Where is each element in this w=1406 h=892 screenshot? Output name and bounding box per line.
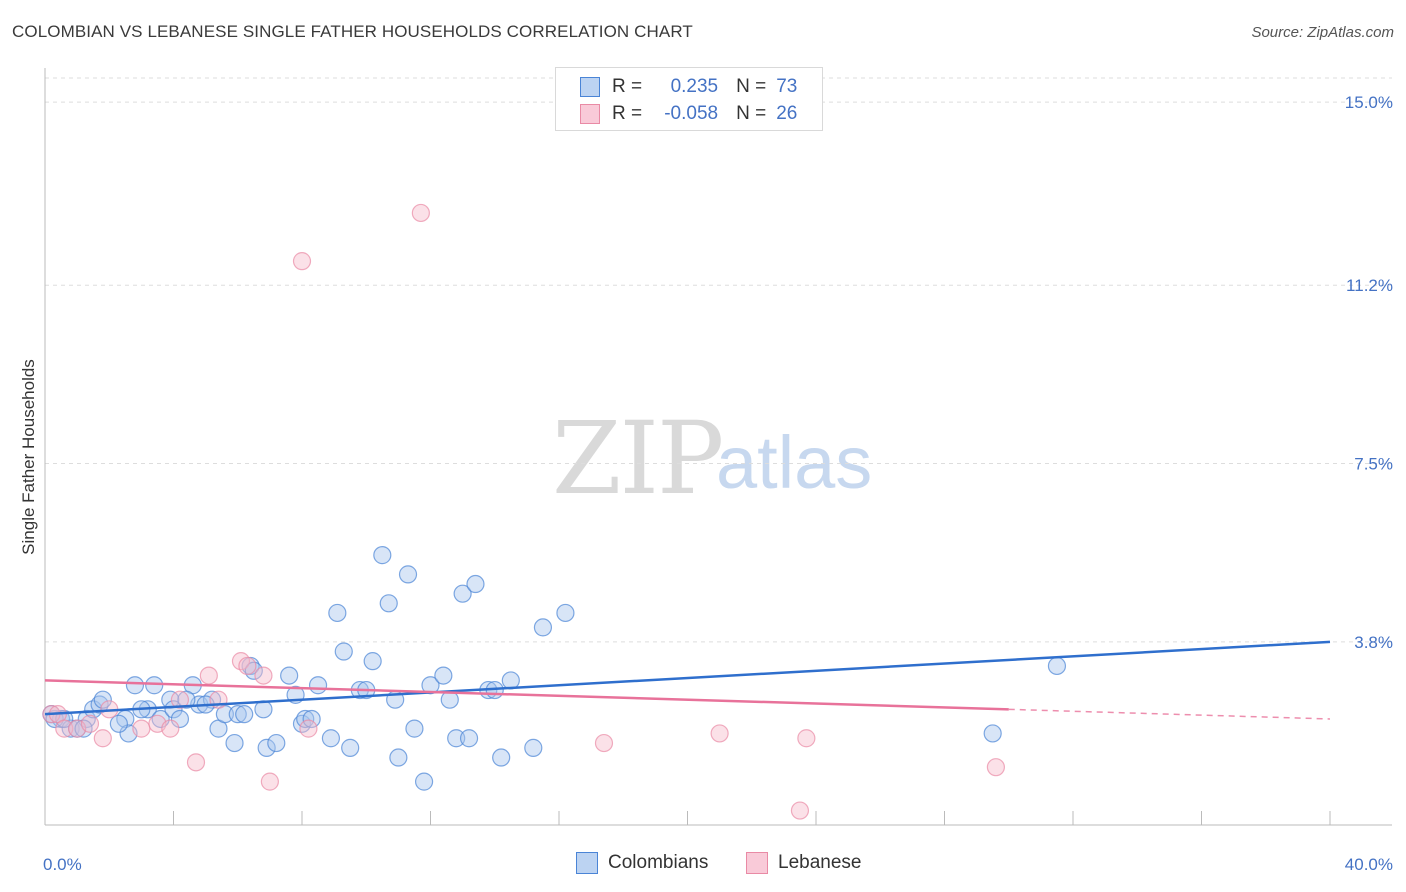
lebanese-point — [797, 729, 816, 748]
watermark-zip: ZIP — [552, 400, 724, 517]
colombians-point — [280, 666, 299, 685]
lebanese-point — [170, 690, 190, 709]
series-legend-lebanese[interactable]: Lebanese — [746, 852, 861, 874]
colombians-point — [257, 738, 276, 757]
lebanese-point — [186, 753, 206, 772]
legend-n-label: N = — [736, 103, 767, 124]
lebanese-point — [260, 772, 279, 791]
legend-swatch-lebanese — [580, 104, 600, 124]
y-tick-label: 3.8% — [1354, 633, 1393, 652]
colombians-point — [492, 748, 511, 767]
colombians-point — [466, 574, 485, 594]
colombians-point — [379, 594, 398, 613]
lebanese-trend-extension — [1008, 708, 1331, 720]
x-tick-label: 0.0% — [43, 855, 82, 874]
legend-r-label: R = — [612, 76, 643, 97]
colombians-point — [373, 546, 392, 565]
series-label-colombians: Colombians — [608, 852, 709, 873]
colombians-trend-line — [44, 640, 1331, 716]
colombians-point — [328, 603, 347, 623]
lebanese-point — [594, 733, 614, 753]
colombians-point — [61, 719, 80, 738]
series-label-lebanese: Lebanese — [778, 852, 862, 873]
colombians-point — [77, 709, 96, 729]
colombians-point — [447, 729, 466, 748]
colombians-point — [125, 676, 145, 695]
colombians-point — [434, 666, 453, 685]
watermark-atlas: atlas — [716, 421, 873, 504]
colombians-point — [459, 729, 479, 748]
chart-source: Source: ZipAtlas.com — [1251, 24, 1394, 41]
colombians-point — [414, 772, 434, 791]
colombians-point — [1047, 656, 1067, 676]
lebanese-point — [292, 252, 312, 271]
lebanese-point — [132, 719, 151, 738]
lebanese-point — [238, 656, 257, 676]
colombians-point — [398, 565, 418, 584]
lebanese-point — [161, 719, 180, 738]
x-tick-label: 40.0% — [1345, 855, 1393, 874]
series-swatch-colombians — [576, 852, 598, 874]
colombians-point — [296, 709, 315, 729]
legend-n-label: N = — [736, 76, 767, 97]
colombians-point — [421, 676, 440, 695]
colombians-point — [363, 652, 382, 671]
colombians-point — [302, 709, 321, 729]
legend-r-value: 0.235 — [670, 76, 719, 97]
colombians-point — [983, 724, 1002, 743]
colombians-point — [164, 700, 183, 719]
colombians-point — [334, 642, 353, 661]
lebanese-point — [710, 724, 729, 743]
lebanese-point — [790, 801, 810, 820]
lebanese-point — [986, 758, 1006, 777]
colombians-point — [145, 676, 164, 695]
series-legend-colombians[interactable]: Colombians — [576, 852, 708, 874]
legend-row-lebanese: R = -0.058 N = 26 — [580, 103, 797, 125]
legend-n-value: 26 — [776, 103, 798, 124]
legend-r-value: -0.058 — [664, 103, 719, 124]
colombians-point — [93, 690, 112, 709]
legend-swatch-colombians — [580, 77, 600, 97]
legend-n-value: 73 — [776, 76, 798, 97]
y-tick-label: 7.5% — [1354, 455, 1393, 474]
colombians-point — [556, 603, 575, 623]
colombians-point — [228, 705, 247, 724]
colombians-point — [170, 709, 190, 729]
y-tick-label: 15.0% — [1345, 93, 1393, 112]
colombians-point — [177, 690, 196, 709]
correlation-legend: R = 0.235 N = 73 R = -0.058 N = 26 — [555, 67, 823, 131]
lebanese-point — [80, 714, 100, 733]
lebanese-point — [93, 729, 112, 748]
colombians-point — [389, 748, 408, 767]
chart-title: COLOMBIAN VS LEBANESE SINGLE FATHER HOUS… — [12, 22, 693, 41]
colombians-point — [308, 676, 328, 695]
colombians-point — [109, 714, 128, 733]
legend-r-label: R = — [612, 103, 643, 124]
colombians-point — [453, 584, 472, 603]
series-legend: Colombians Lebanese — [0, 852, 1406, 876]
colombians-point — [405, 719, 424, 738]
lebanese-point — [55, 719, 74, 738]
lebanese-point — [411, 203, 430, 223]
lebanese-point — [199, 666, 218, 685]
colombians-point — [533, 618, 553, 637]
colombians-point — [267, 733, 286, 753]
lebanese-trend-line — [44, 679, 1009, 711]
colombians-point — [341, 738, 360, 757]
lebanese-point — [254, 666, 273, 685]
series-swatch-lebanese — [746, 852, 768, 874]
colombians-point — [524, 738, 543, 757]
legend-row-colombians: R = 0.235 N = 73 — [580, 76, 797, 98]
colombians-point — [151, 709, 170, 729]
colombians-point — [90, 695, 109, 714]
colombians-point — [225, 733, 244, 753]
lebanese-point — [299, 719, 318, 738]
colombians-point — [321, 729, 341, 748]
colombians-point — [235, 705, 254, 724]
y-tick-label: 11.2% — [1346, 276, 1393, 295]
